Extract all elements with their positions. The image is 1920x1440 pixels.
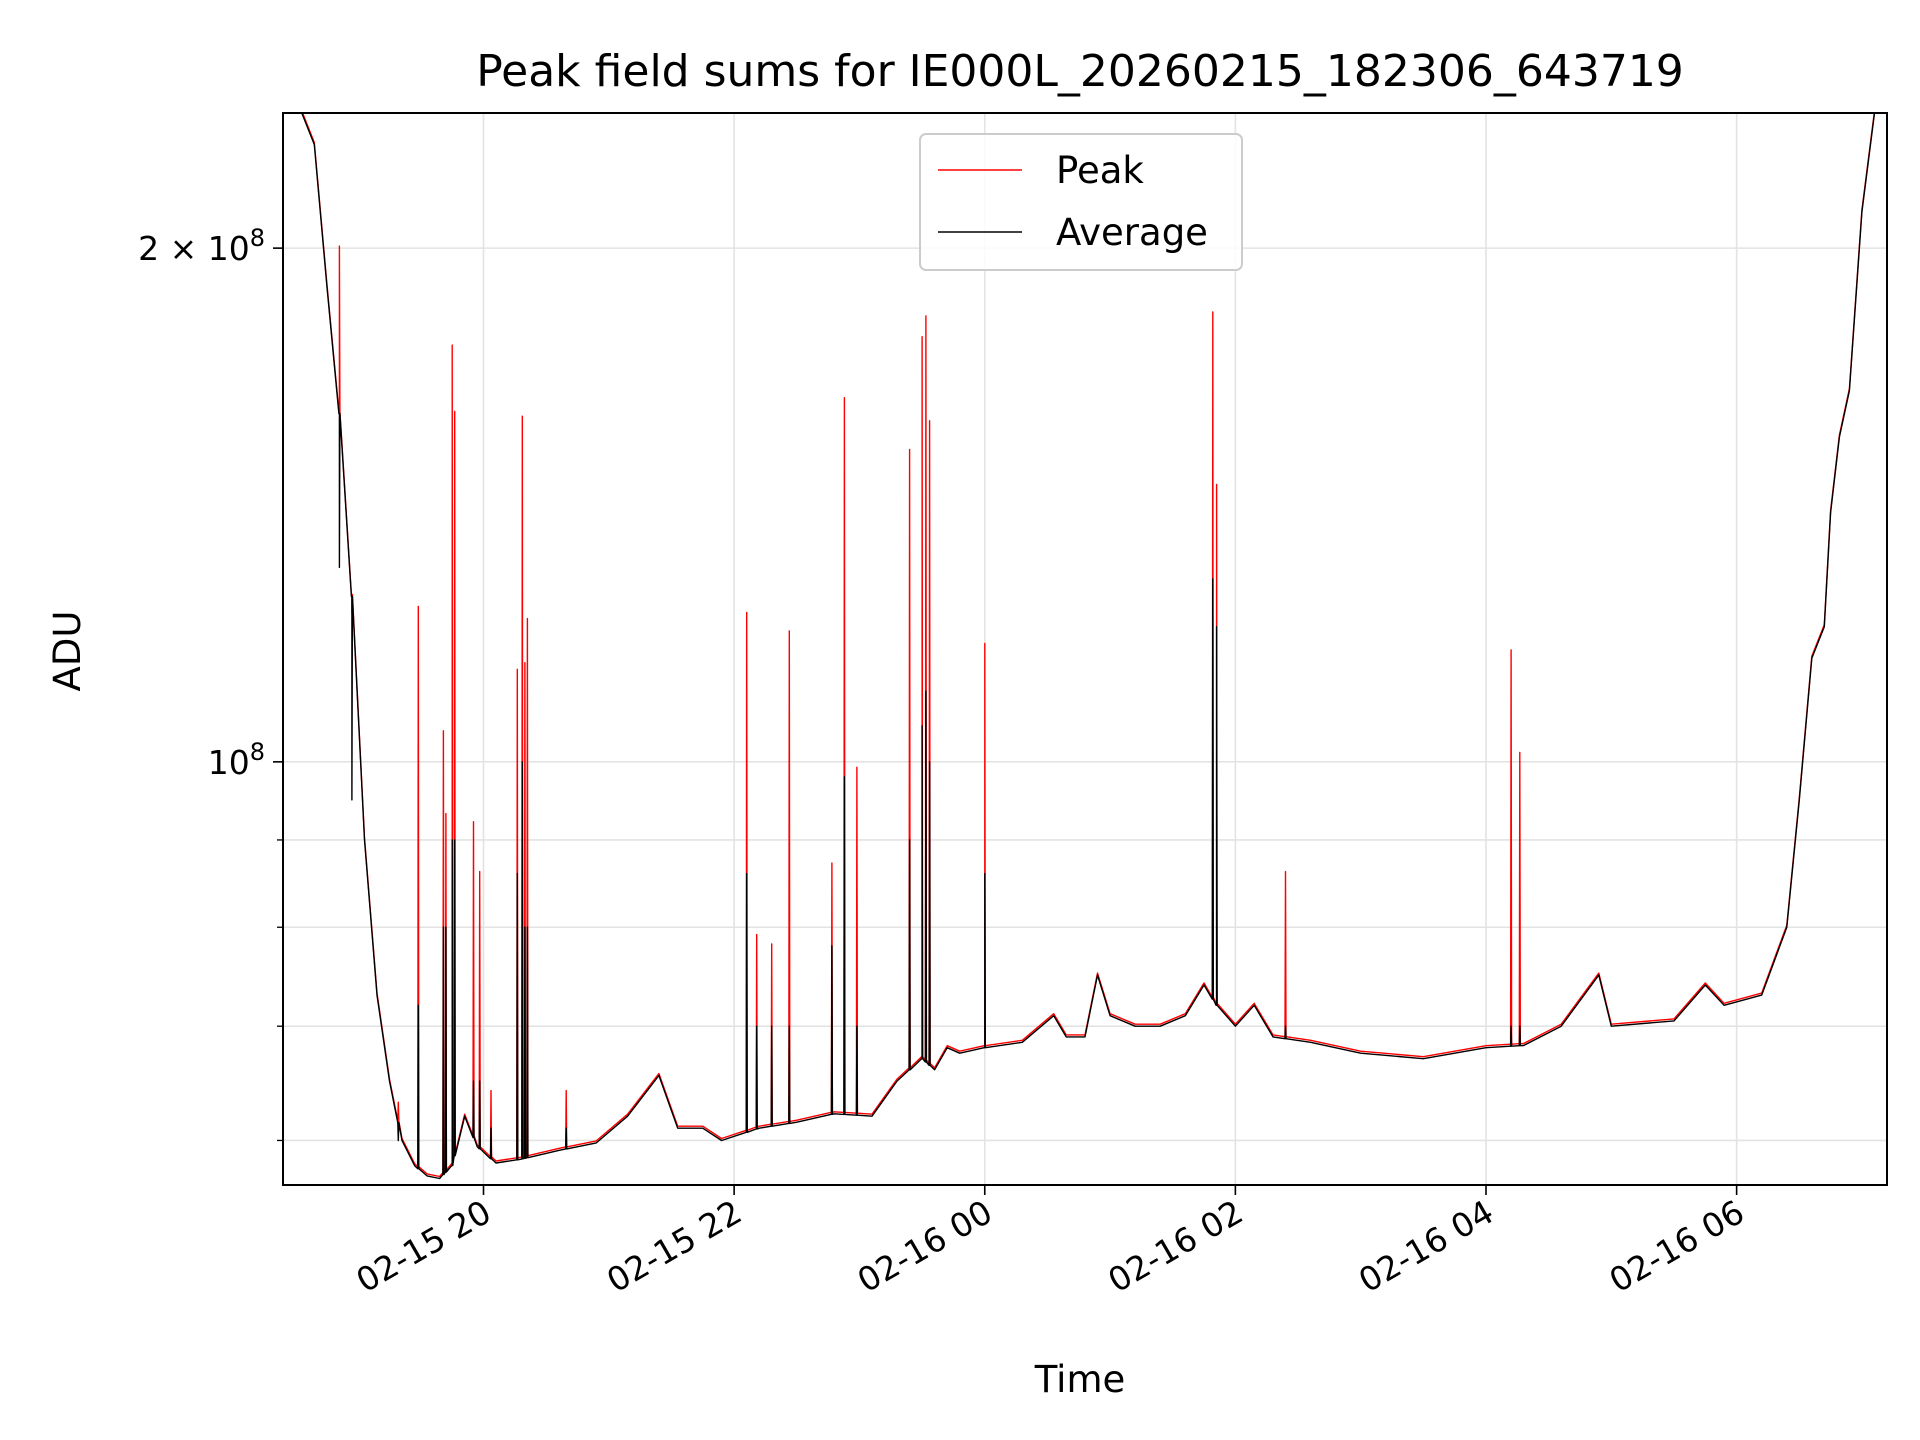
y-axis-label: ADU	[46, 611, 89, 692]
legend-average-label: Average	[1056, 211, 1208, 254]
plot-area	[283, 113, 1887, 1180]
series-average-line	[283, 113, 1887, 1180]
chart-title: Peak field sums for IE000L_20260215_1823…	[476, 46, 1684, 97]
y-tick-label: 108	[208, 738, 265, 782]
legend-peak-label: Peak	[1056, 149, 1144, 192]
x-axis-label: Time	[1034, 1358, 1126, 1401]
y-axis: 108 2 × 108	[138, 224, 283, 1142]
legend: Peak Average	[919, 133, 1243, 271]
legend-box	[919, 133, 1243, 271]
y-tick-label: 2 × 108	[138, 224, 265, 268]
axes-frame	[282, 112, 1888, 1186]
